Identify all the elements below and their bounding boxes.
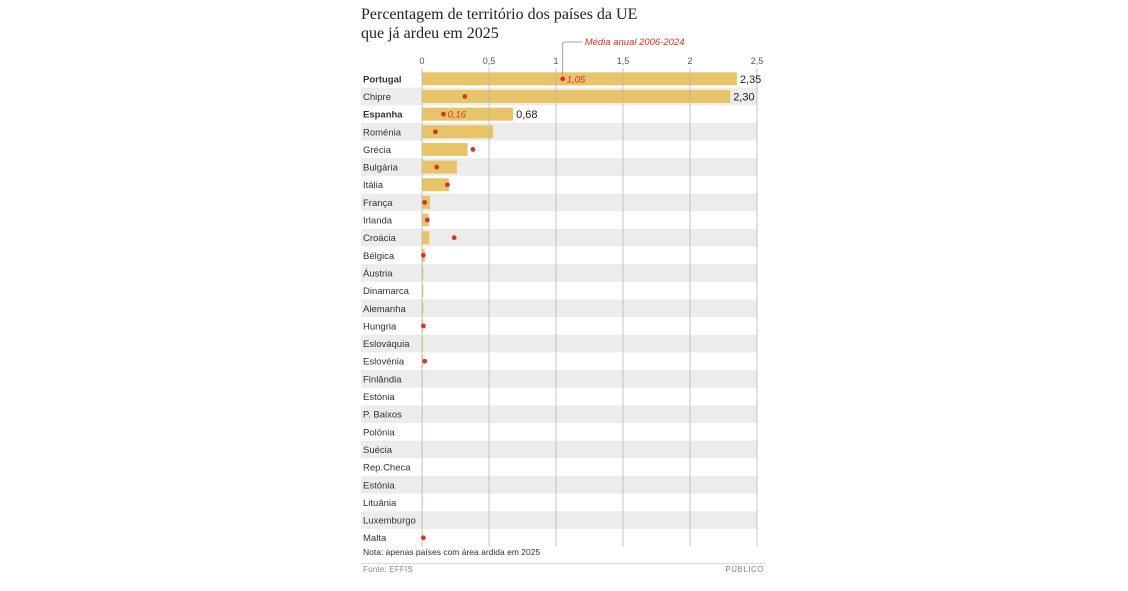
category-label: Polónia: [363, 427, 395, 438]
category-label: Estónia: [363, 480, 395, 491]
row-stripe: [361, 475, 757, 494]
x-tick-label: 0: [419, 56, 424, 66]
average-dot: [420, 323, 426, 329]
category-label: Bulgária: [363, 163, 399, 174]
category-label: P. Baixos: [363, 410, 402, 421]
bar-chart-svg: 0 0,5 1 1,5 2 2,5 Portugal Chipre Espanha Roméni…: [361, 37, 763, 547]
category-label: Eslováquia: [363, 339, 410, 350]
row-stripe: [361, 158, 757, 176]
bar-gr-cia: [422, 142, 468, 156]
bar-portugal: [422, 72, 737, 86]
average-dot: [445, 182, 450, 188]
average-label: 0,16: [447, 110, 466, 121]
x-tick-label: 1: [553, 56, 558, 66]
annotation-group: Média anual 2006-2024: [562, 37, 685, 75]
bar-eslov-quia: [422, 337, 424, 351]
annotation-leader: [562, 41, 583, 75]
category-label: Croácia: [363, 233, 396, 244]
average-dot: [420, 535, 426, 541]
category-label: Suécia: [363, 445, 393, 456]
average-dot: [560, 76, 566, 82]
chart-title-line-1: Percentagem de território dos países da …: [361, 6, 638, 23]
x-tick-labels: 0 0,5 1 1,5 2 2,5: [419, 56, 763, 66]
category-label: Finlândia: [363, 374, 402, 385]
category-label: França: [363, 198, 393, 209]
x-tick-label: 2,5: [751, 56, 764, 66]
chart-note: Nota: apenas países com área ardida em 2…: [363, 547, 541, 557]
category-label: Irlanda: [363, 216, 393, 227]
category-label: Luxemburgo: [363, 516, 416, 527]
category-label: Eslovénia: [363, 357, 405, 368]
category-labels: Portugal Chipre Espanha Roménia Grécia Bulgár…: [363, 74, 416, 544]
category-label: Lituânia: [363, 498, 397, 509]
average-dot: [422, 199, 428, 205]
average-dot: [420, 252, 426, 258]
average-dot: [434, 164, 440, 170]
bar-bulg-ria: [422, 160, 457, 174]
row-stripe: [361, 299, 757, 318]
row-stripe: [361, 334, 757, 353]
row-stripe: [361, 193, 757, 212]
row-stripe: [361, 264, 757, 282]
row-stripe: [361, 405, 757, 423]
value-labels: 2,35 2,30 0,68: [516, 74, 761, 121]
bar-espanha: [422, 107, 514, 121]
value-label: 0,68: [516, 109, 537, 121]
average-dot: [433, 129, 438, 135]
average-dot: [470, 147, 476, 152]
average-dot: [451, 235, 457, 241]
chart-title-line-2: que já ardeu em 2025: [361, 25, 499, 42]
category-label: Grécia: [363, 145, 392, 156]
bar-chipre: [422, 89, 731, 103]
category-label: Bélgica: [363, 251, 395, 262]
row-stripes: [361, 87, 757, 529]
value-label: 2,35: [740, 74, 761, 86]
category-label: Alemanha: [363, 304, 406, 315]
row-stripe: [361, 122, 757, 141]
row-stripe: [361, 440, 757, 459]
source-label: Fonte: EFFIS: [363, 565, 413, 574]
x-tick-label: 2: [687, 56, 692, 66]
average-dots: [420, 76, 566, 541]
chart-container: Percentagem de território dos países da …: [361, 0, 765, 591]
category-label: Roménia: [363, 127, 402, 138]
category-label: Chipre: [363, 92, 391, 103]
average-dot: [424, 217, 430, 223]
chart-title: Percentagem de território dos países da …: [361, 5, 765, 43]
category-label: Espanha: [363, 110, 403, 121]
category-label: Dinamarca: [363, 286, 410, 297]
row-stripe: [361, 370, 757, 388]
category-label: Itália: [363, 180, 384, 191]
x-tick-label: 0,5: [483, 56, 496, 66]
row-stripe: [361, 228, 757, 247]
bar-dinamarca: [422, 284, 424, 298]
average-dot: [462, 94, 468, 99]
bar--ustria: [422, 266, 424, 280]
bar-rom-nia: [422, 125, 494, 139]
gridlines: [421, 68, 758, 547]
annotation-label: Média anual 2006-2024: [585, 37, 685, 48]
category-label: Hungria: [363, 321, 397, 332]
average-labels: 1,05 0,16: [447, 74, 585, 120]
bar-alemanha: [422, 301, 424, 315]
brand-label: PÚBLICO: [725, 565, 764, 574]
average-label: 1,05: [567, 74, 586, 85]
average-dot: [422, 358, 428, 364]
bar-it-lia: [422, 178, 449, 192]
row-stripe: [361, 511, 757, 529]
category-label: Portugal: [363, 74, 402, 85]
x-tick-label: 1,5: [617, 56, 630, 66]
value-label: 2,30: [733, 91, 754, 103]
category-label: Malta: [363, 533, 387, 544]
average-dot: [441, 111, 446, 117]
category-label: Estónia: [363, 392, 395, 403]
category-label: Rep.Checa: [363, 463, 411, 474]
footer-divider: [361, 563, 765, 564]
bar-cro-cia: [422, 231, 430, 245]
category-label: Áustria: [363, 268, 393, 279]
